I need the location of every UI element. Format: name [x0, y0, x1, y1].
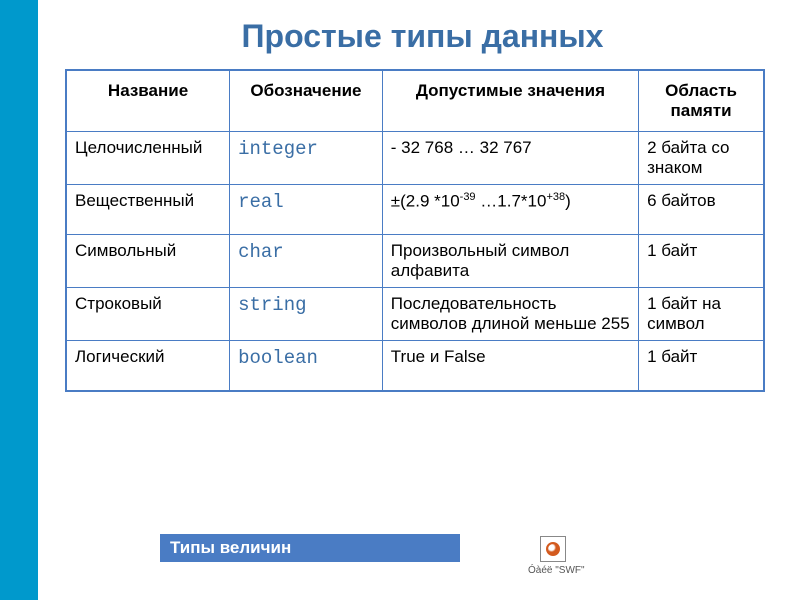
table-row: СтроковыйstringПоследовательность символ… [66, 288, 764, 341]
table-header-row: Название Обозначение Допустимые значения… [66, 70, 764, 132]
page-title: Простые типы данных [45, 18, 800, 55]
cell-memory: 6 байтов [639, 185, 764, 235]
left-accent-bar [0, 0, 38, 600]
cell-name: Вещественный [66, 185, 230, 235]
cell-memory: 1 байт [639, 235, 764, 288]
swf-icon [540, 536, 566, 562]
cell-name: Целочисленный [66, 132, 230, 185]
cell-range: ±(2.9 *10-39 …1.7*10+38) [382, 185, 638, 235]
col-memory: Область памяти [639, 70, 764, 132]
col-range: Допустимые значения [382, 70, 638, 132]
cell-type: string [230, 288, 383, 341]
table-row: ЛогическийbooleanTrue и False1 байт [66, 341, 764, 391]
col-notation: Обозначение [230, 70, 383, 132]
footer-bar: Типы величин [160, 534, 460, 562]
col-name: Название [66, 70, 230, 132]
cell-name: Логический [66, 341, 230, 391]
swf-caption: Óàéë "SWF" [528, 565, 585, 576]
cell-memory: 2 байта со знаком [639, 132, 764, 185]
table-row: Вещественныйreal±(2.9 *10-39 …1.7*10+38)… [66, 185, 764, 235]
cell-type: real [230, 185, 383, 235]
cell-type: integer [230, 132, 383, 185]
cell-type: boolean [230, 341, 383, 391]
cell-range: Последовательность символов длиной меньш… [382, 288, 638, 341]
cell-range: - 32 768 … 32 767 [382, 132, 638, 185]
slide-content: Простые типы данных Название Обозначение… [55, 0, 800, 392]
cell-name: Символьный [66, 235, 230, 288]
table-row: СимвольныйcharПроизвольный символ алфави… [66, 235, 764, 288]
cell-range: True и False [382, 341, 638, 391]
cell-name: Строковый [66, 288, 230, 341]
cell-memory: 1 байт [639, 341, 764, 391]
cell-memory: 1 байт на символ [639, 288, 764, 341]
data-types-table: Название Обозначение Допустимые значения… [65, 69, 765, 392]
table-row: Целочисленныйinteger- 32 768 … 32 7672 б… [66, 132, 764, 185]
cell-range: Произвольный символ алфавита [382, 235, 638, 288]
cell-type: char [230, 235, 383, 288]
